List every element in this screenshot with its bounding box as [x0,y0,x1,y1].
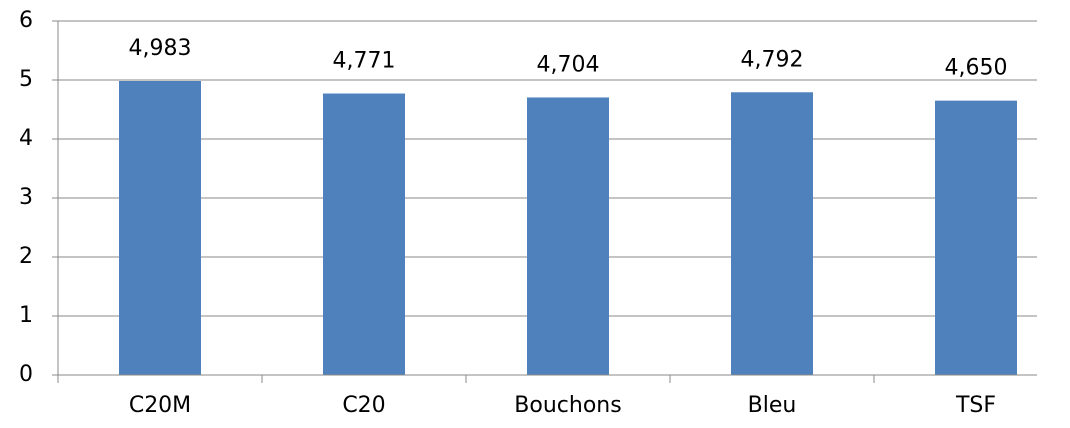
bar [119,81,201,376]
x-tick-label: Bouchons [514,393,621,418]
bar [527,97,609,376]
y-tick-label: 4 [19,126,33,151]
value-label: 4,983 [129,36,192,61]
value-label: 4,771 [333,49,396,74]
value-label: 4,704 [537,52,600,77]
y-tick-label: 5 [19,67,33,92]
bar [323,93,405,376]
y-tick-label: 3 [19,185,33,210]
bar [935,100,1017,376]
y-tick-label: 1 [19,303,33,328]
y-tick-label: 2 [19,244,33,269]
y-tick-label: 6 [19,8,33,33]
bar [731,92,813,375]
x-tick-label: C20 [342,393,385,418]
value-label: 4,792 [741,47,804,72]
x-tick-label: C20M [129,393,191,418]
value-label: 4,650 [945,56,1008,81]
x-tick-label: Bleu [748,393,797,418]
y-tick-label: 0 [19,362,33,387]
x-tick-label: TSF [955,393,996,418]
